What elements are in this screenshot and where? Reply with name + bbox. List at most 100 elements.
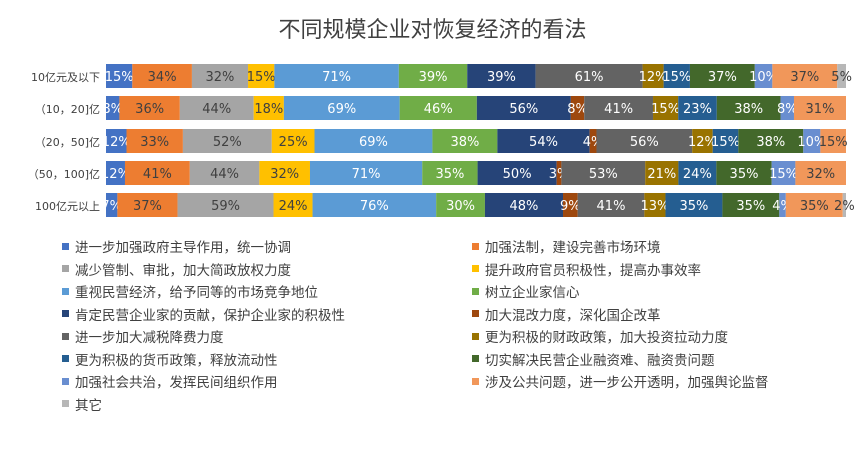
bar-segment xyxy=(476,96,571,120)
data-label: 15% xyxy=(769,167,798,182)
data-label: 37% xyxy=(133,199,162,214)
data-label: 12% xyxy=(102,135,131,150)
data-label: 10% xyxy=(797,135,826,150)
bar-segment xyxy=(642,64,664,88)
data-label: 52% xyxy=(213,135,242,150)
legend-label: 重视民营经济，给予同等的市场竞争地位 xyxy=(75,285,318,301)
bar-segment xyxy=(596,129,693,153)
data-label: 21% xyxy=(647,167,676,182)
data-label: 69% xyxy=(359,135,388,150)
legend-swatch xyxy=(472,377,479,385)
legend-swatch xyxy=(472,287,479,295)
data-label: 10% xyxy=(749,70,778,85)
data-label: 12% xyxy=(639,70,668,85)
bar-segment xyxy=(589,129,597,153)
data-label: 38% xyxy=(450,135,479,150)
data-label: 34% xyxy=(148,70,177,85)
data-label: 61% xyxy=(575,70,604,85)
data-label: 8% xyxy=(567,102,588,117)
data-label: 41% xyxy=(597,199,626,214)
data-label: 15% xyxy=(651,102,680,117)
bar-segment xyxy=(785,193,843,217)
bar-segment xyxy=(653,96,679,120)
data-label: 24% xyxy=(279,199,308,214)
data-label: 36% xyxy=(135,102,164,117)
bar-segment xyxy=(477,161,557,185)
bar-segment xyxy=(837,64,846,88)
data-label: 2% xyxy=(834,199,855,214)
data-label: 41% xyxy=(143,167,172,182)
bar-segment xyxy=(436,193,485,217)
bar-segment xyxy=(106,161,125,185)
data-label: 31% xyxy=(806,102,835,117)
data-label: 15% xyxy=(711,135,740,150)
data-label: 35% xyxy=(730,167,759,182)
data-label: 9% xyxy=(560,199,581,214)
data-label: 13% xyxy=(640,199,669,214)
bar-segment xyxy=(132,64,192,88)
data-label: 12% xyxy=(688,135,717,150)
data-label: 23% xyxy=(683,102,712,117)
bar-segment xyxy=(182,129,272,153)
bar-segment xyxy=(842,193,846,217)
data-label: 25% xyxy=(279,135,308,150)
data-label: 59% xyxy=(211,199,240,214)
category-label: 10亿元及以下 xyxy=(31,71,100,84)
legend-label: 提升政府官员积极性，提高办事效率 xyxy=(485,262,701,279)
data-label: 15% xyxy=(819,135,848,150)
bar-segment xyxy=(283,96,400,120)
bar-segment xyxy=(716,96,781,120)
bar-segment xyxy=(793,96,846,120)
legend-label: 加大混改力度，深化国企改革 xyxy=(485,307,661,324)
data-label: 15% xyxy=(247,70,276,85)
bar-segment xyxy=(106,96,120,120)
legend-item: 进一步加大减税降费力度 xyxy=(62,326,224,346)
bar-segment xyxy=(191,64,249,88)
data-label: 32% xyxy=(206,70,235,85)
legend-item: 提升政府官员积极性，提高办事效率 xyxy=(472,259,701,279)
bar-segment xyxy=(314,129,433,153)
category-label: 100亿元以上 xyxy=(35,200,100,213)
data-label: 38% xyxy=(734,102,763,117)
legend-item: 切实解决民营企业融资难、融资贵问题 xyxy=(472,349,715,369)
data-label: 37% xyxy=(708,70,737,85)
chart-title: 不同规模企业对恢复经济的看法 xyxy=(278,18,587,43)
data-label: 35% xyxy=(800,199,829,214)
data-label: 69% xyxy=(327,102,356,117)
data-label: 35% xyxy=(679,199,708,214)
category-label: （50，100]亿 xyxy=(27,168,100,181)
legend-item: 进一步加强政府主导作用，统一协调 xyxy=(62,236,291,256)
bar-segment xyxy=(273,193,313,217)
bar-segment xyxy=(663,64,690,88)
bar-segment xyxy=(584,96,654,120)
data-label: 37% xyxy=(790,70,819,85)
bar-segment xyxy=(716,161,772,185)
bar-segment xyxy=(309,161,423,185)
data-label: 50% xyxy=(503,167,532,182)
legend-swatch xyxy=(62,242,69,250)
bar-segment xyxy=(119,96,180,120)
bar-segment xyxy=(772,64,838,88)
bar-segment xyxy=(248,64,275,88)
legend-swatch xyxy=(472,310,479,317)
bar-segment xyxy=(645,161,679,185)
bar-segment xyxy=(738,129,804,153)
legend-label: 肯定民营企业家的贡献，保护企业家的积极性 xyxy=(75,307,345,324)
bar-segment xyxy=(570,96,585,120)
bar-segment xyxy=(253,96,284,120)
data-label: 39% xyxy=(419,70,448,85)
legend-swatch xyxy=(62,377,69,385)
bar-segment xyxy=(106,129,127,153)
bar-segment xyxy=(422,161,478,185)
data-label: 12% xyxy=(101,167,130,182)
data-label: 32% xyxy=(270,167,299,182)
bar-segment xyxy=(771,161,796,185)
legend-item: 涉及公共问题，进一步公开透明，加强舆论监督 xyxy=(472,371,769,391)
legend-swatch xyxy=(62,355,69,362)
legend-swatch xyxy=(472,242,479,250)
bar-segment xyxy=(780,96,794,120)
legend-label: 更为积极的财政政策，加大投资拉动力度 xyxy=(485,330,728,346)
bar-segment xyxy=(712,129,739,153)
legend-item: 更为积极的财政政策，加大投资拉动力度 xyxy=(472,326,728,346)
legend-swatch xyxy=(472,265,479,272)
